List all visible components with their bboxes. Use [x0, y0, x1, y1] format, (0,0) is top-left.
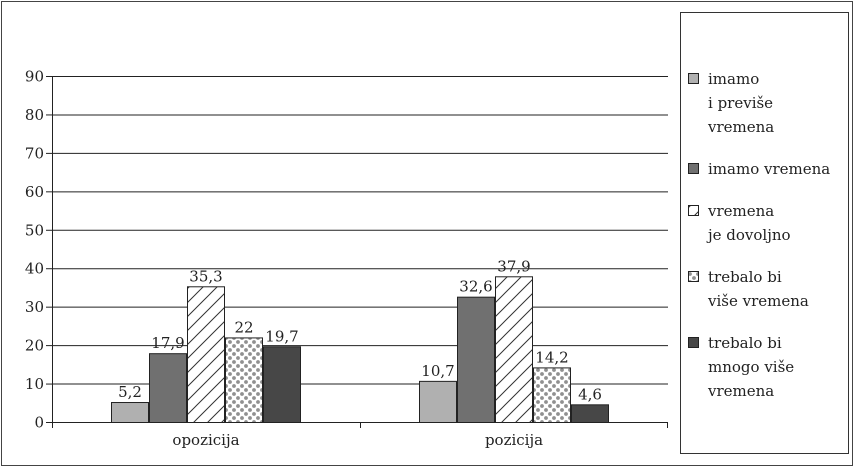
y-tick-label-20: 20	[25, 337, 44, 355]
data-label-0-0: 5,2	[118, 383, 142, 401]
data-label-0-2: 35,3	[189, 267, 222, 285]
bar-0-0	[111, 402, 149, 423]
bar-1-0	[419, 380, 457, 423]
legend-label-2-0: vremena	[707, 202, 774, 220]
bar-0-1	[149, 353, 187, 423]
grid-lines	[52, 76, 668, 385]
data-label-0-1: 17,9	[151, 334, 184, 352]
y-tick-label-40: 40	[25, 260, 44, 278]
y-tick-label-10: 10	[25, 375, 44, 393]
data-label-1-0: 10,7	[421, 362, 454, 380]
legend-box	[680, 12, 849, 454]
legend-label-3-1: više vremena	[707, 292, 809, 310]
legend-label-4-1: mnogo više	[708, 358, 794, 376]
legend-label-4-0: trebalo bi	[708, 334, 782, 352]
legend-swatch-0	[688, 73, 699, 84]
bar-1-2	[495, 276, 533, 423]
category-label-0: opozicija	[172, 431, 239, 449]
y-tick-label-30: 30	[25, 298, 44, 316]
legend: imamo i previše vremena imamo vremena vremen…	[688, 70, 830, 400]
y-tick-label-70: 70	[25, 144, 44, 162]
y-tick-label-80: 80	[25, 106, 44, 124]
bar-1-3	[533, 367, 571, 423]
legend-swatch-1	[688, 163, 699, 174]
bars	[111, 276, 609, 423]
legend-label-1-0: imamo vremena	[708, 160, 830, 178]
y-axis: 0 10 20 30 40 50 60 70 80 90	[25, 68, 53, 432]
legend-swatch-2	[688, 205, 699, 216]
legend-label-3-0: trebalo bi	[708, 268, 782, 286]
data-label-1-1: 32,6	[459, 278, 492, 296]
data-label-1-4: 4,6	[578, 385, 602, 403]
legend-swatch-3	[688, 271, 699, 282]
legend-label-2-1: je dovoljno	[706, 226, 791, 244]
bar-1-4	[571, 404, 609, 423]
legend-label-0-1: i previše	[708, 94, 773, 112]
x-axis: opozicija pozicija	[52, 422, 668, 449]
data-label-0-3: 22	[234, 318, 253, 336]
legend-label-0-2: vremena	[707, 118, 774, 136]
data-label-1-2: 37,9	[497, 257, 530, 275]
legend-label-4-2: vremena	[707, 382, 774, 400]
data-label-1-3: 14,2	[535, 348, 568, 366]
y-tick-label-0: 0	[34, 414, 44, 432]
y-tick-label-90: 90	[25, 68, 44, 86]
bar-0-4	[263, 346, 301, 423]
bar-1-1	[457, 296, 495, 423]
bar-0-2	[187, 286, 225, 423]
legend-label-0-0: imamo	[708, 70, 759, 88]
category-label-1: pozicija	[485, 431, 543, 449]
data-labels: 5,2 17,9 35,3 22 19,7 10,7 32,6 37,9 14,2 4,6	[118, 257, 602, 403]
y-tick-label-50: 50	[25, 221, 44, 239]
legend-swatch-4	[688, 337, 699, 348]
bar-0-3	[225, 337, 263, 423]
y-tick-label-60: 60	[25, 183, 44, 201]
data-label-0-4: 19,7	[265, 327, 298, 345]
